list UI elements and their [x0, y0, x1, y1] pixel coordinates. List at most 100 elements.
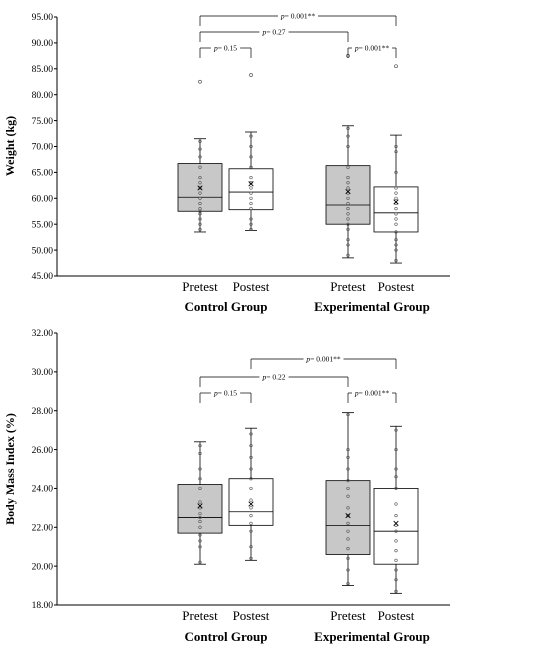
data-point	[394, 568, 398, 572]
p-value-label: p= 0.001**	[280, 12, 315, 21]
mean-marker	[345, 513, 351, 519]
y-tick-label: 45.00	[32, 272, 54, 282]
data-point	[249, 529, 253, 533]
mean-stroke	[197, 185, 203, 191]
category-label: Pretest	[330, 608, 366, 623]
data-point	[346, 126, 350, 130]
data-point	[346, 144, 350, 149]
data-point	[249, 486, 253, 491]
box-1	[177, 79, 223, 233]
data-point	[346, 556, 350, 560]
data-point	[198, 201, 202, 206]
data-point	[198, 181, 202, 185]
data-point	[198, 191, 202, 195]
data-point	[346, 413, 350, 417]
data-point	[394, 238, 398, 242]
data-point	[249, 514, 253, 518]
data-point	[346, 486, 350, 491]
mean-marker	[197, 503, 203, 509]
data-point	[346, 253, 350, 257]
data-point	[346, 175, 350, 180]
data-point	[394, 558, 398, 562]
data-point	[249, 191, 253, 195]
y-tick-label: 80.00	[32, 91, 54, 101]
data-point	[198, 560, 202, 564]
mean-marker	[393, 199, 399, 205]
data-point	[198, 186, 202, 190]
data-point	[249, 175, 253, 180]
data-point	[346, 186, 350, 190]
data-point	[249, 444, 253, 448]
data-point	[346, 243, 350, 247]
data-point	[198, 512, 202, 516]
box-iqr	[228, 478, 274, 526]
mean-marker	[345, 188, 351, 195]
data-point	[249, 521, 253, 526]
y-tick-label: 60.00	[32, 195, 54, 205]
y-tick-label: 70.00	[32, 143, 54, 153]
category-label: Postest	[378, 279, 415, 294]
chart-panel-1: 45.00 50.00 55.00 60.00 65.00 70.00 75.00 80.00…	[3, 12, 450, 314]
data-point	[394, 589, 398, 594]
y-axis-label: Weight (kg)	[3, 116, 17, 176]
data-point	[249, 556, 253, 560]
data-point	[394, 467, 398, 471]
data-point	[249, 545, 253, 549]
p-value-label: p= 0.001**	[354, 44, 389, 53]
data-point	[346, 217, 350, 221]
data-point	[346, 455, 350, 459]
data-point	[394, 578, 398, 582]
data-point	[249, 227, 253, 231]
mean-stroke	[393, 199, 399, 205]
mean-stroke	[248, 181, 254, 187]
p-value-label: p= 0.27	[262, 28, 286, 37]
data-point	[394, 258, 398, 263]
data-point	[249, 165, 253, 169]
y-tick-label: 30.00	[32, 368, 54, 378]
data-point	[198, 139, 202, 143]
category-label: Postest	[378, 608, 415, 623]
significance-bracket: p= 0.001**	[199, 12, 397, 26]
y-tick-label: 85.00	[32, 65, 54, 75]
data-point	[249, 222, 253, 226]
significance-bracket: p= 0.22	[199, 373, 349, 387]
data-point	[346, 238, 350, 242]
data-point	[346, 537, 350, 541]
data-point	[198, 222, 202, 226]
data-point	[198, 519, 202, 524]
y-tick-label: 75.00	[32, 117, 54, 127]
mean-marker	[393, 520, 399, 527]
mean-stroke	[248, 501, 254, 507]
data-point	[198, 175, 202, 180]
group-label: Control Group	[185, 299, 268, 314]
data-point	[198, 506, 202, 510]
data-point	[249, 201, 253, 206]
data-point	[394, 447, 398, 452]
data-point	[394, 548, 398, 553]
data-point	[249, 455, 253, 459]
data-point	[198, 515, 202, 520]
significance-bracket: p= 0.001**	[250, 355, 397, 369]
y-tick-label: 22.00	[32, 523, 54, 533]
box-4	[373, 64, 419, 264]
data-point	[346, 227, 350, 231]
category-label: Postest	[233, 279, 270, 294]
data-point	[394, 196, 398, 200]
p-value-label: p= 0.15	[213, 389, 237, 398]
mean-marker	[248, 181, 254, 187]
data-point	[198, 500, 202, 504]
significance-bracket: p= 0.001**	[347, 389, 397, 403]
y-tick-label: 28.00	[32, 407, 54, 417]
mean-stroke	[393, 520, 399, 527]
box-3	[325, 412, 371, 586]
data-point	[346, 582, 350, 586]
y-tick-label: 65.00	[32, 169, 54, 179]
data-point	[249, 186, 253, 190]
data-point	[346, 479, 350, 483]
data-point	[394, 222, 398, 226]
data-point	[198, 147, 202, 151]
significance-bracket: p= 0.001**	[347, 44, 397, 58]
data-point	[198, 444, 202, 448]
data-point	[198, 196, 202, 200]
y-tick-label: 90.00	[32, 39, 54, 49]
